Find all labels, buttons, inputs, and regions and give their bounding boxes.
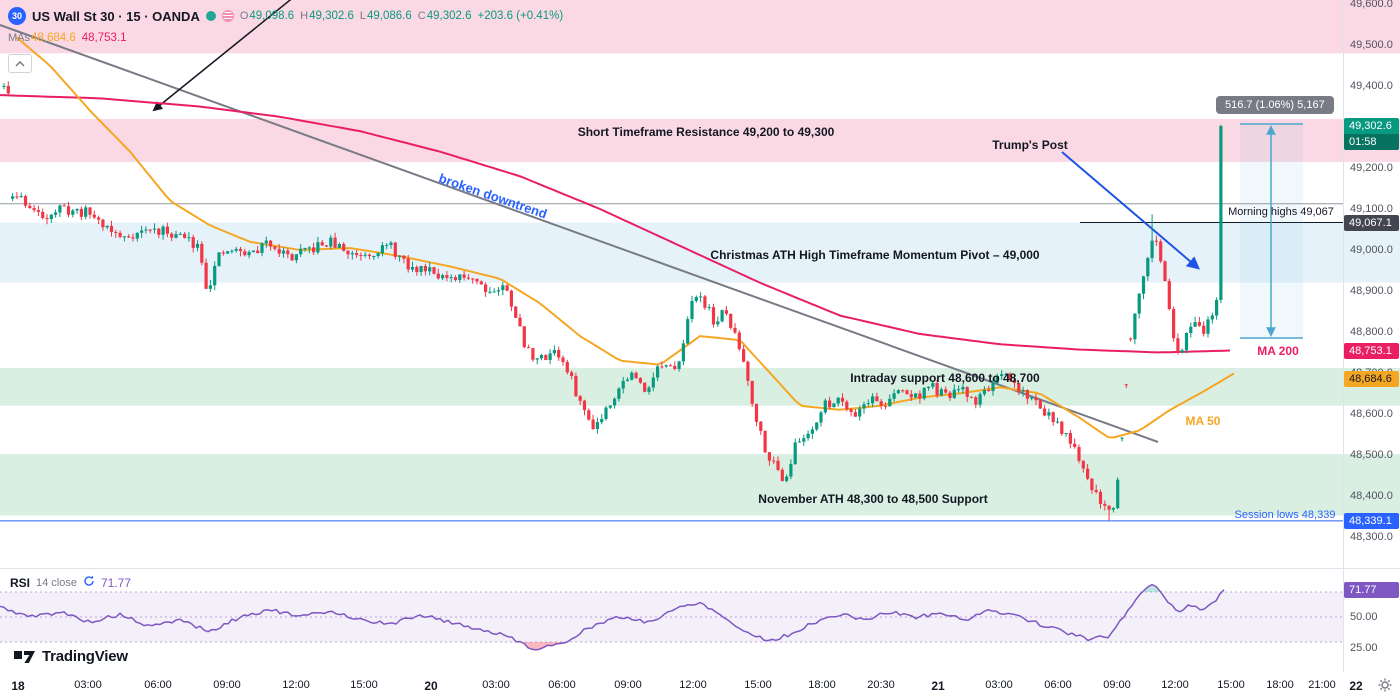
- price-axis-label: 49,400.0: [1350, 80, 1393, 93]
- marker-pink-icon: [221, 10, 234, 22]
- symbol-title[interactable]: US Wall St 30 · 15 · OANDA: [32, 8, 200, 24]
- tradingview-logo[interactable]: TradingView: [14, 648, 128, 665]
- rsi-line: [0, 583, 1225, 651]
- chart-legend: 30 US Wall St 30 · 15 · OANDA O 49,098.6…: [8, 6, 563, 73]
- price-axis-label: 49,600.0: [1350, 0, 1393, 11]
- price-axis-label: 48,900.0: [1350, 285, 1393, 297]
- time-axis-label: 09:00: [1103, 679, 1131, 691]
- candlestick-series: [2, 81, 1223, 521]
- price-axis-label: 48,800.0: [1350, 326, 1393, 338]
- tradingview-logo-text: TradingView: [42, 648, 128, 665]
- price-range-tool[interactable]: [1240, 123, 1303, 339]
- time-axis-label: 18: [11, 679, 25, 693]
- time-axis-label: 15:00: [350, 679, 378, 691]
- time-axis-label: 09:00: [213, 679, 241, 691]
- high-value: 49,302.6: [309, 10, 354, 22]
- gear-icon[interactable]: [1378, 678, 1392, 697]
- change-value: +203.6 (+0.41%): [477, 10, 564, 22]
- time-axis-label: 06:00: [548, 679, 576, 691]
- close-label: C: [417, 10, 426, 22]
- close-value: 49,302.6: [426, 10, 472, 22]
- rsi-pane: [0, 583, 1343, 651]
- price-axis-label: 48,300.0: [1350, 530, 1393, 543]
- price-axis-border: [1343, 0, 1344, 672]
- christmas-pivot-zone: [0, 222, 1400, 283]
- refresh-icon: [83, 574, 95, 592]
- session-low-badge: 48,339.1: [1344, 512, 1399, 529]
- price-axis-label: 49,500.0: [1350, 39, 1393, 52]
- marker-teal-icon: [205, 11, 216, 21]
- price-axis-label: 49,000.0: [1350, 244, 1393, 256]
- tradingview-mark-icon: [14, 650, 35, 663]
- time-axis-label: 20: [424, 679, 438, 693]
- ma50-value: 48,684.6: [31, 32, 76, 44]
- time-axis-label: 09:00: [614, 679, 642, 691]
- time-scale[interactable]: 18 03:00 06:00 09:00 12:00 15:00 20 03:00 06:00 0…: [0, 672, 1400, 698]
- short-timeframe-resistance-zone: [0, 118, 1400, 162]
- time-axis-label: 20:30: [867, 679, 895, 691]
- november-ath-support-zone: [0, 454, 1400, 516]
- chevron-up-icon: [15, 60, 25, 67]
- ma-200-line: [0, 94, 1231, 354]
- price-axis-label: 49,200.0: [1350, 162, 1393, 174]
- time-axis-label: 21:00: [1308, 679, 1336, 691]
- pane-separator[interactable]: [0, 568, 1400, 569]
- time-axis-label: 03:00: [985, 679, 1013, 691]
- low-value: 49,086.6: [367, 10, 412, 22]
- time-axis-label: 15:00: [744, 679, 772, 691]
- time-axis-label: 03:00: [74, 679, 102, 691]
- ma-50-line: [15, 36, 1235, 439]
- high-label: H: [300, 10, 309, 22]
- ma50-badge: 48,684.6: [1344, 371, 1399, 388]
- rsi-axis-label: 50.00: [1350, 611, 1378, 623]
- rsi-params: 14 close: [36, 577, 77, 589]
- upper-resistance-zone: [0, 0, 1400, 54]
- rsi-title: RSI: [10, 576, 31, 590]
- price-axis-label: 49,100.0: [1350, 203, 1393, 215]
- rsi-axis-label: 25.00: [1350, 642, 1378, 655]
- time-axis-label: 18:00: [1266, 679, 1294, 691]
- ma200-badge: 48,753.1: [1344, 343, 1399, 360]
- mas-label: MAs: [8, 32, 30, 44]
- price-scale[interactable]: 49,600.0 49,500.0 49,400.0 49,200.0 49,100.0…: [1343, 0, 1400, 672]
- rsi-value-badge: 71.77: [1344, 581, 1399, 598]
- time-axis-label: 22: [1349, 679, 1363, 693]
- rsi-current-value: 71.77: [101, 576, 132, 590]
- time-axis-label: 12:00: [282, 679, 310, 691]
- time-axis-label: 12:00: [1161, 679, 1189, 691]
- broken-downtrend-line[interactable]: [0, 24, 1159, 443]
- symbol-logo-badge: 30: [8, 7, 26, 25]
- time-axis-label: 12:00: [679, 679, 707, 691]
- current-price-badge: 49,302.6 01:58: [1344, 118, 1399, 150]
- legend-collapse-button[interactable]: [8, 54, 32, 73]
- ma200-value: 48,753.1: [81, 32, 127, 44]
- price-axis-label: 48,500.0: [1350, 448, 1393, 461]
- intraday-support-zone: [0, 368, 1400, 406]
- time-axis-label: 03:00: [482, 679, 510, 691]
- pointer-arrow[interactable]: [152, 0, 300, 112]
- open-value: 49,098.6: [249, 10, 295, 22]
- time-axis-label: 06:00: [1044, 679, 1072, 691]
- time-axis-label: 21: [931, 679, 945, 693]
- rsi-indicator-header[interactable]: RSI 14 close 71.77: [10, 574, 131, 592]
- time-axis-label: 06:00: [144, 679, 172, 691]
- low-label: L: [359, 10, 366, 22]
- open-label: O: [239, 10, 249, 22]
- price-axis-label: 48,400.0: [1350, 489, 1393, 502]
- trumps-post-arrow[interactable]: [1061, 151, 1200, 270]
- time-axis-label: 18:00: [808, 679, 836, 691]
- chart-canvas[interactable]: [0, 0, 1400, 672]
- time-axis-label: 15:00: [1217, 679, 1245, 691]
- price-axis-label: 48,600.0: [1350, 407, 1393, 420]
- morning-high-badge: 49,067.1: [1344, 214, 1399, 231]
- measure-label[interactable]: 516.7 (1.06%) 5,167: [1216, 96, 1334, 114]
